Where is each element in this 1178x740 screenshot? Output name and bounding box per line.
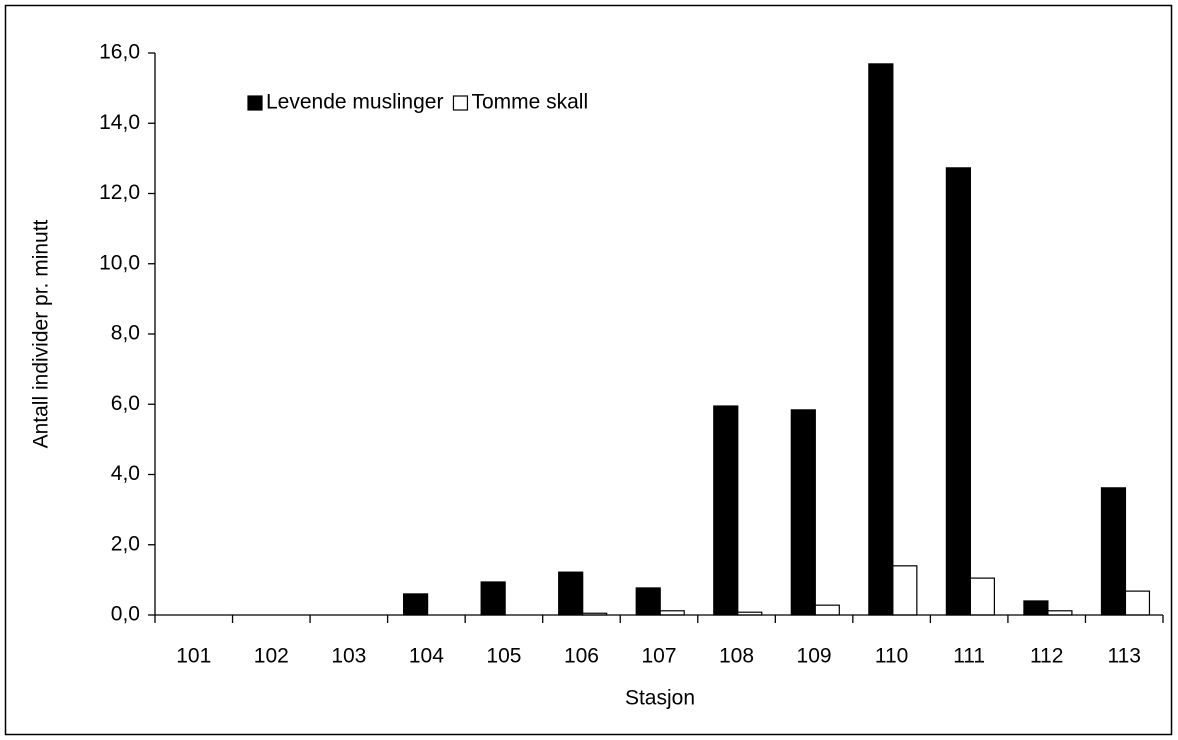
bar (480, 581, 506, 616)
bar (892, 565, 918, 616)
y-tick-label: 2,0 (111, 532, 140, 555)
bar (635, 587, 661, 616)
y-tick-label: 4,0 (111, 462, 140, 485)
x-tick-label: 113 (1107, 645, 1140, 668)
x-tick-label: 112 (1030, 645, 1063, 668)
y-tick-label: 10,0 (99, 251, 140, 274)
x-tick-label: 105 (486, 645, 521, 668)
x-tick-label: 106 (564, 645, 599, 668)
bar (790, 409, 816, 616)
bar (713, 405, 739, 616)
x-tick-label: 107 (641, 645, 676, 668)
bar (558, 571, 584, 616)
chart-border (4, 4, 1173, 736)
bar (403, 593, 429, 616)
bar (1023, 600, 1049, 616)
x-tick-label: 104 (409, 645, 444, 668)
x-axis-label: Stasjon (625, 687, 695, 710)
y-tick-label: 14,0 (99, 111, 140, 134)
y-tick-label: 12,0 (99, 181, 140, 204)
y-tick-label: 6,0 (111, 392, 140, 415)
legend-swatch (247, 95, 263, 111)
y-axis-label: Antall individer pr. minutt (30, 219, 53, 448)
x-tick-label: 102 (254, 645, 289, 668)
legend-swatch (452, 95, 469, 111)
legend-label: Levende muslinger (266, 91, 443, 114)
bar (1124, 590, 1151, 616)
bar (868, 63, 894, 616)
y-tick-label: 0,0 (111, 603, 140, 626)
y-tick-label: 8,0 (111, 322, 140, 345)
bar (969, 577, 995, 616)
x-tick-label: 101 (176, 645, 211, 668)
bar (1100, 487, 1127, 616)
x-tick-label: 110 (875, 645, 908, 668)
bar (945, 167, 971, 616)
x-tick-label: 108 (719, 645, 754, 668)
bar (814, 604, 840, 616)
legend-label: Tomme skall (471, 91, 588, 114)
x-tick-label: 109 (797, 645, 832, 668)
x-tick-label: 103 (331, 645, 366, 668)
x-tick-label: 111 (953, 645, 985, 668)
y-tick-label: 16,0 (99, 41, 140, 64)
